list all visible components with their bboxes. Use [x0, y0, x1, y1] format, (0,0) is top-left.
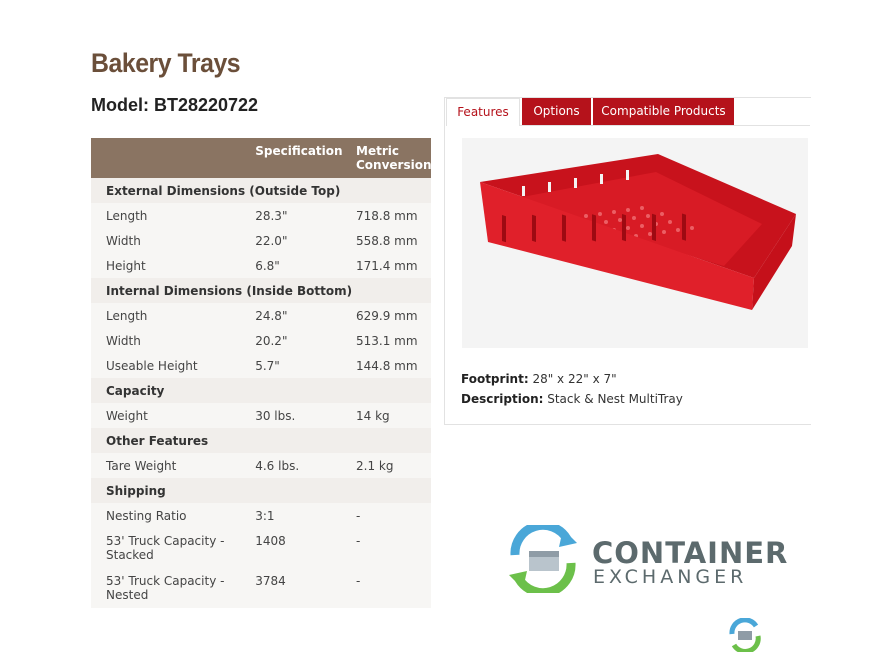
spec-row: Weight 30 lbs. 14 kg: [91, 403, 431, 428]
header-metric-label: Metric Conversion: [356, 144, 432, 172]
spec-cell-metric: 513.1 mm: [356, 328, 431, 353]
description-line: Description: Stack & Nest MultiTray: [461, 392, 683, 406]
spec-cell-label: Width: [91, 328, 256, 353]
spec-row: Length 28.3" 718.8 mm: [91, 203, 431, 228]
product-image: [462, 138, 808, 348]
spec-row: 53' Truck Capacity - Stacked 1408-: [91, 528, 431, 568]
spec-cell-imperial: 28.3": [255, 203, 356, 228]
spec-cell-metric: 14 kg: [356, 403, 431, 428]
small-logo-icon: [727, 617, 763, 656]
spec-cell-label: Length: [91, 203, 256, 228]
spec-cell-label: Nesting Ratio: [91, 503, 256, 528]
spec-group-label: Other Features: [91, 428, 431, 453]
spec-group-row: Internal Dimensions (Inside Bottom): [91, 278, 431, 303]
spec-cell-label: Height: [91, 253, 256, 278]
spec-row: Tare Weight 4.6 lbs. 2.1 kg: [91, 453, 431, 478]
spec-row: Useable Height 5.7" 144.8 mm: [91, 353, 431, 378]
spec-group-row: External Dimensions (Outside Top): [91, 178, 431, 203]
footprint-label: Footprint:: [461, 372, 529, 386]
page-title: Bakery Trays: [91, 48, 241, 78]
spec-cell-imperial: 3:1: [255, 503, 356, 528]
spec-group-label: External Dimensions (Outside Top): [91, 178, 431, 203]
spec-cell-imperial: 22.0": [255, 228, 356, 253]
spec-cell-label: Length: [91, 303, 256, 328]
spec-cell-metric: 718.8 mm: [356, 203, 431, 228]
spec-cell-metric: -: [356, 568, 431, 608]
spec-cell-imperial: 6.8": [255, 253, 356, 278]
spec-cell-metric: -: [356, 528, 431, 568]
spec-cell-metric: 144.8 mm: [356, 353, 431, 378]
spec-cell-metric: -: [356, 503, 431, 528]
spec-group-label: Shipping: [91, 478, 431, 503]
footprint-value: 28" x 22" x 7": [528, 372, 617, 386]
spec-group-row: Other Features: [91, 428, 431, 453]
spec-row: Nesting Ratio 3:1-: [91, 503, 431, 528]
spec-row: Length 24.8" 629.9 mm: [91, 303, 431, 328]
spec-row: Width 22.0" 558.8 mm: [91, 228, 431, 253]
spec-cell-imperial: 4.6 lbs.: [255, 453, 356, 478]
model-number: Model: BT28220722: [91, 95, 259, 115]
spec-row: Width 20.2" 513.1 mm: [91, 328, 431, 353]
spec-table-header: Specification Metric Conversion: [91, 138, 432, 178]
tab-options[interactable]: Options: [522, 98, 591, 125]
description-value: Stack & Nest MultiTray: [543, 392, 683, 406]
spec-group-row: Capacity: [91, 378, 431, 403]
spec-cell-metric: 558.8 mm: [356, 228, 431, 253]
container-exchanger-logo-icon: [507, 520, 579, 598]
description-label: Description:: [461, 392, 544, 406]
spec-cell-label: Weight: [91, 403, 256, 428]
spec-row: Height 6.8" 171.4 mm: [91, 253, 431, 278]
spec-group-label: Capacity: [91, 378, 431, 403]
brand-line-2: EXCHANGER: [593, 566, 748, 588]
brand-line-1: CONTAINER: [592, 536, 789, 570]
spec-cell-label: 53' Truck Capacity - Stacked: [91, 528, 256, 568]
tab-compatible-products[interactable]: Compatible Products: [593, 98, 734, 125]
spec-cell-label: Width: [91, 228, 256, 253]
spec-cell-imperial: 20.2": [255, 328, 356, 353]
spec-table-body: External Dimensions (Outside Top) Length 2…: [91, 178, 431, 608]
spec-cell-label: Tare Weight: [91, 453, 256, 478]
tab-divider: [446, 125, 810, 126]
spec-cell-metric: 171.4 mm: [356, 253, 431, 278]
spec-cell-imperial: 3784: [255, 568, 356, 608]
spec-cell-label: Useable Height: [91, 353, 256, 378]
spec-cell-imperial: 30 lbs.: [255, 403, 356, 428]
red-bakery-tray-image: [462, 138, 808, 348]
spec-cell-metric: 629.9 mm: [356, 303, 431, 328]
spec-group-row: Shipping: [91, 478, 431, 503]
header-blank: [91, 138, 256, 178]
spec-table: Specification Metric Conversion External…: [91, 138, 432, 608]
spec-cell-label: 53' Truck Capacity - Nested: [91, 568, 256, 608]
spec-row: 53' Truck Capacity - Nested 3784-: [91, 568, 431, 608]
spec-cell-metric: 2.1 kg: [356, 453, 431, 478]
header-specification: Specification: [255, 138, 356, 178]
tab-features[interactable]: Features: [446, 98, 520, 126]
spec-group-label: Internal Dimensions (Inside Bottom): [91, 278, 431, 303]
spec-cell-imperial: 24.8": [255, 303, 356, 328]
spec-cell-imperial: 5.7": [255, 353, 356, 378]
spec-cell-imperial: 1408: [255, 528, 356, 568]
header-metric: Metric Conversion: [356, 138, 432, 178]
footprint-line: Footprint: 28" x 22" x 7": [461, 372, 617, 386]
